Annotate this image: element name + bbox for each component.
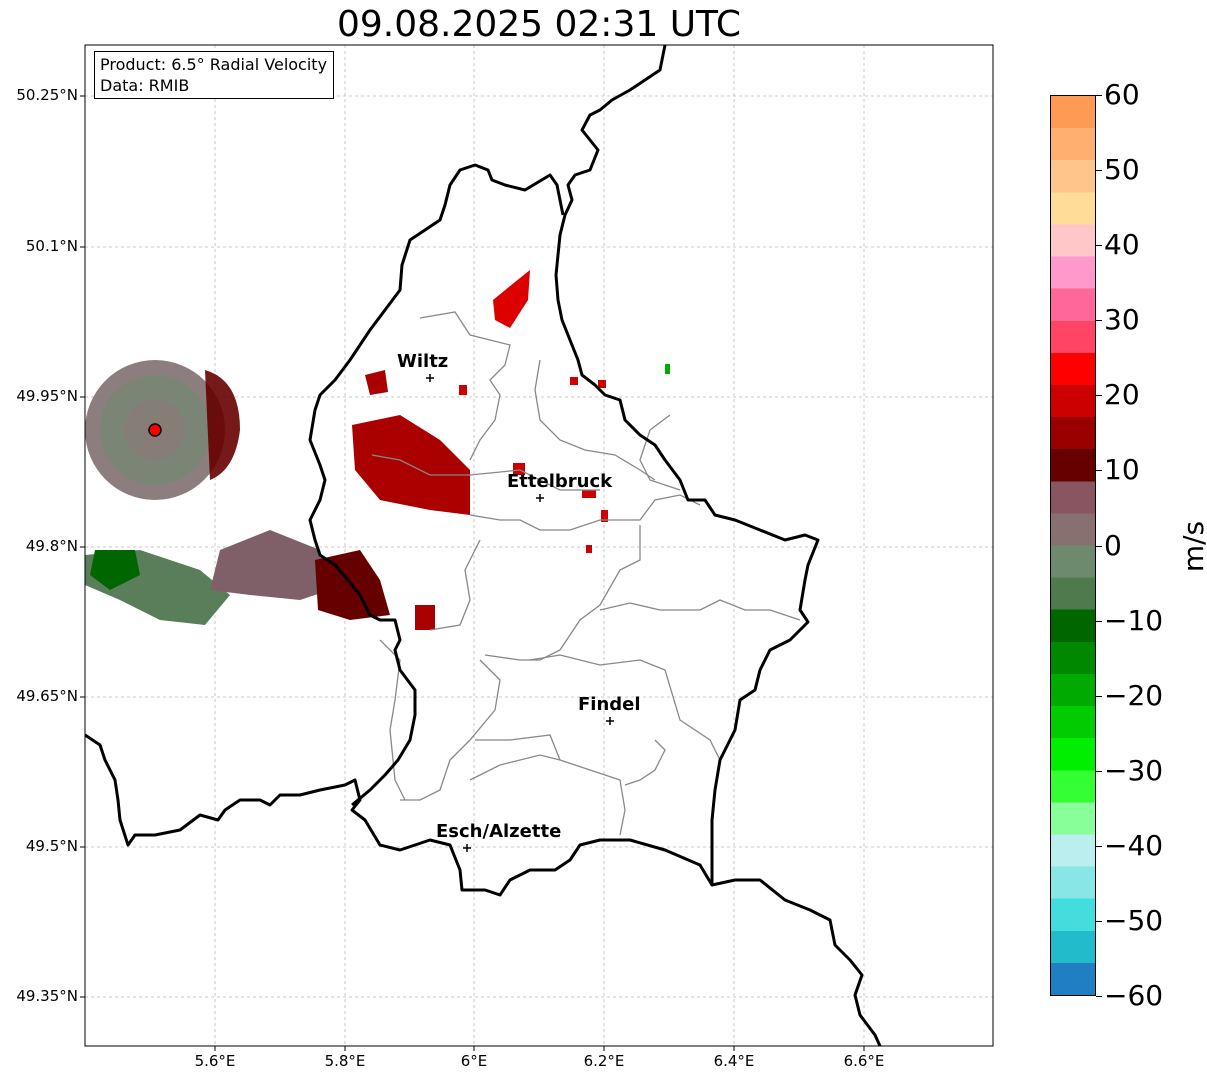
- colorbar-tick-mark: [1096, 245, 1102, 247]
- colorbar-tick-mark: [1096, 996, 1102, 997]
- colorbar-tick-mark: [1096, 620, 1102, 622]
- colorbar-tick-label: −60: [1104, 979, 1164, 1012]
- lat-tick-label: 49.35°N: [16, 987, 78, 1005]
- velocity-colorbar: [1050, 95, 1096, 996]
- product-label: Product: 6.5° Radial Velocity: [100, 55, 328, 74]
- lat-tick-label: 49.8°N: [25, 537, 78, 555]
- colorbar-tick-label: 50: [1104, 153, 1140, 187]
- lon-tick-label: 6.6°E: [843, 1052, 885, 1070]
- lon-tick-label: 6°E: [460, 1052, 488, 1070]
- radar-site-marker: [148, 423, 162, 437]
- colorbar-tick-label: 0: [1104, 528, 1122, 562]
- colorbar-tick-mark: [1096, 845, 1102, 847]
- lon-tick-label: 5.8°E: [324, 1052, 366, 1070]
- colorbar-tick-mark: [1096, 470, 1102, 472]
- product-info-box: Product: 6.5° Radial Velocity Data: RMIB: [94, 51, 335, 99]
- colorbar-tick-mark: [1096, 95, 1102, 96]
- city-label-ettelbruck: Ettelbruck: [507, 471, 613, 492]
- lat-tick-label: 50.1°N: [25, 237, 78, 255]
- colorbar-tick-label: 20: [1104, 378, 1140, 412]
- colorbar-tick-mark: [1096, 170, 1102, 172]
- lat-tick-label: 49.95°N: [16, 387, 78, 405]
- lat-tick-label: 49.65°N: [16, 687, 78, 705]
- plot-frame: [84, 44, 994, 1047]
- colorbar-tick-label: 40: [1104, 228, 1140, 262]
- colorbar-tick-label: −30: [1104, 753, 1164, 787]
- colorbar-tick-label: −50: [1104, 903, 1164, 937]
- colorbar-tick-label: −20: [1104, 678, 1164, 712]
- city-markers: [426, 374, 614, 852]
- map-title: 09.08.2025 02:31 UTC: [336, 4, 742, 45]
- colorbar-tick-mark: [1096, 695, 1102, 697]
- colorbar-tick-label: −40: [1104, 828, 1164, 862]
- colorbar-tick-mark: [1096, 770, 1102, 772]
- lon-tick-label: 6.2°E: [583, 1052, 625, 1070]
- data-source-label: Data: RMIB: [100, 76, 190, 95]
- country-borders: [85, 45, 882, 1046]
- colorbar-tick-label: 30: [1104, 303, 1140, 337]
- colorbar-tick-mark: [1096, 320, 1102, 322]
- district-boundaries: [371, 311, 801, 836]
- city-label-esch-alzette: Esch/Alzette: [436, 821, 562, 842]
- colorbar-tick-label: 60: [1104, 78, 1140, 111]
- lat-tick-label: 50.25°N: [16, 86, 78, 104]
- lat-tick-label: 49.5°N: [25, 837, 78, 855]
- city-label-wiltz: Wiltz: [397, 351, 449, 372]
- city-label-findel: Findel: [578, 694, 641, 715]
- lon-tick-label: 6.4°E: [713, 1052, 755, 1070]
- colorbar-tick-label: −10: [1104, 603, 1164, 637]
- lon-tick-label: 5.6°E: [194, 1052, 236, 1070]
- colorbar-unit-label: m/s: [1177, 520, 1207, 573]
- colorbar-tick-mark: [1096, 545, 1102, 547]
- colorbar-tick-label: 10: [1104, 453, 1140, 487]
- colorbar-tick-mark: [1096, 395, 1102, 397]
- colorbar-tick-mark: [1096, 920, 1102, 922]
